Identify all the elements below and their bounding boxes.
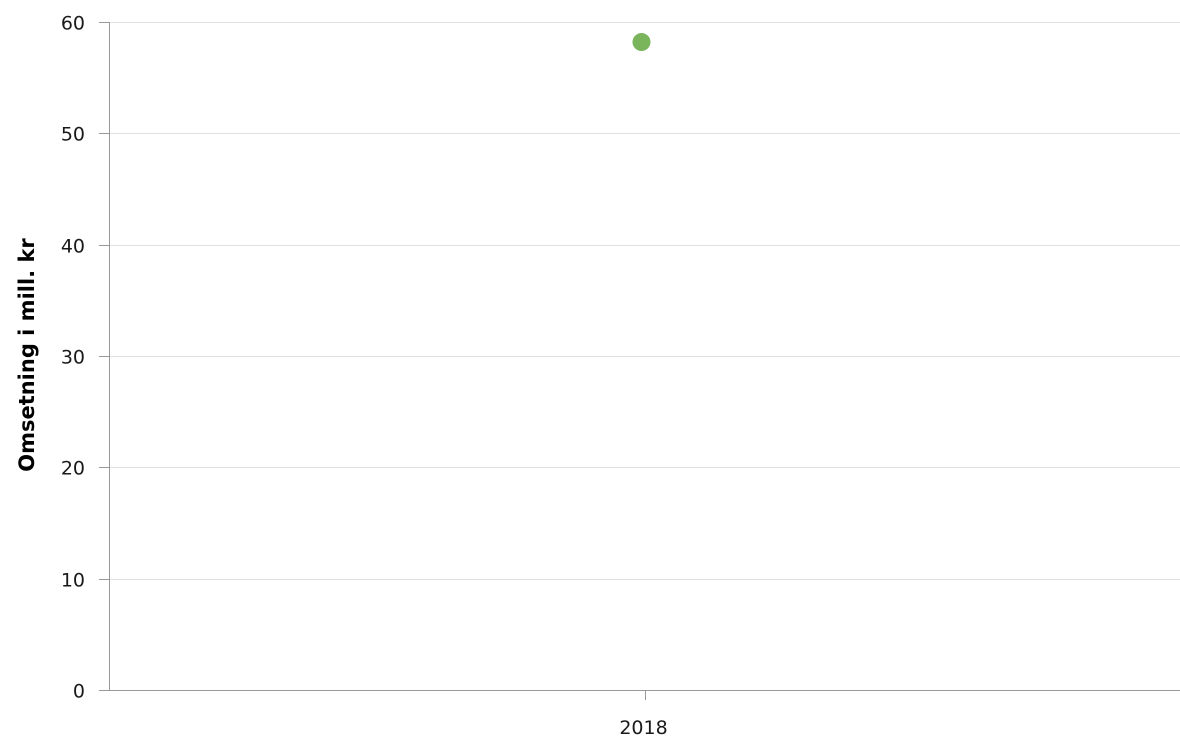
y-tick-label-20: 20 (61, 458, 85, 480)
data-points (632, 33, 651, 52)
y-tick-label-10: 10 (61, 570, 85, 592)
y-tick-label-0: 0 (73, 681, 85, 703)
y-tick-label-60: 60 (61, 13, 85, 35)
grid-lines (109, 22, 1180, 580)
x-tick-label-2018: 2018 (619, 717, 667, 739)
y-tick-label-40: 40 (61, 236, 85, 258)
y-tick-label-30: 30 (61, 347, 85, 369)
y-tick-label-50: 50 (61, 124, 85, 146)
data-point-2018[interactable] (632, 33, 651, 52)
y-axis-title: Omsetning i mill. kr (15, 238, 39, 472)
axes (99, 22, 1180, 700)
tick-labels: 0 10 20 30 40 50 60 2018 (61, 13, 668, 740)
